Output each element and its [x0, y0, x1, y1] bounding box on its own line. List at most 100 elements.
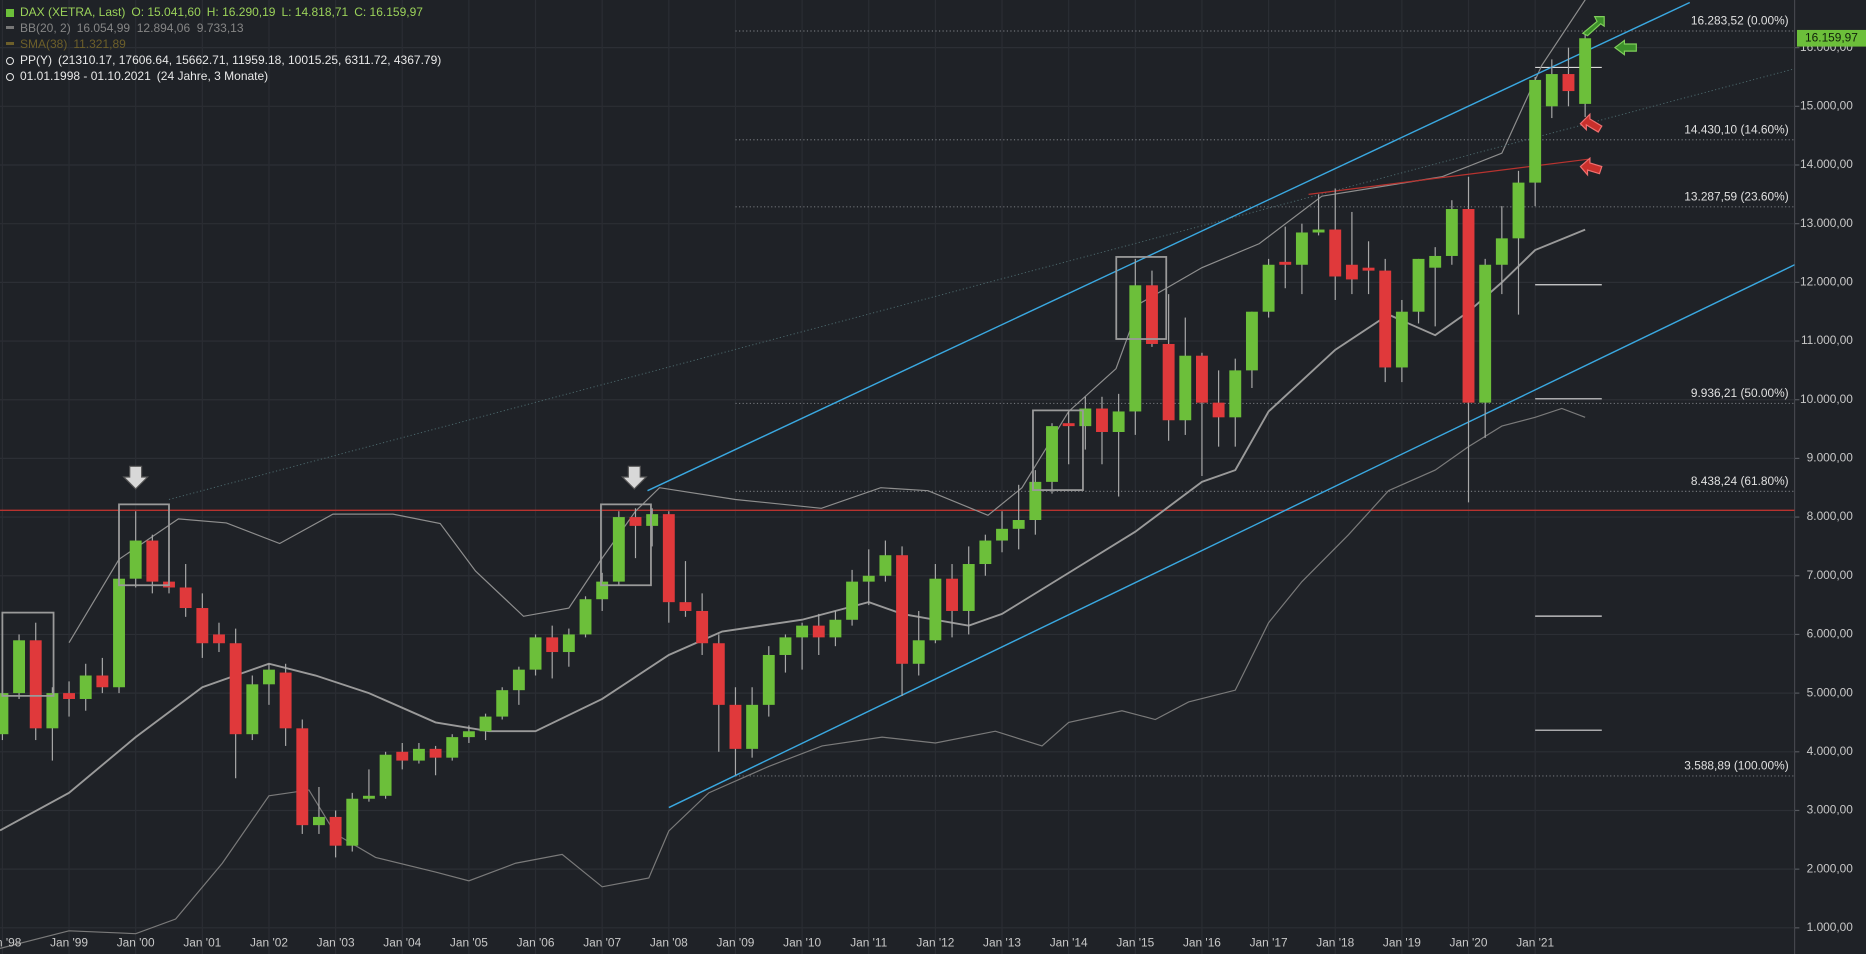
candle-body — [979, 540, 992, 565]
candle-body — [829, 619, 842, 638]
candle-body — [1029, 481, 1042, 521]
candle-body — [1245, 311, 1258, 371]
candle-body — [1146, 285, 1158, 344]
candle-body — [1479, 264, 1492, 403]
x-tick-label: Jan '99 — [50, 935, 88, 949]
candle-body — [79, 675, 92, 699]
ohlc: C: 16.159,97 — [354, 5, 423, 19]
candle-body — [762, 654, 775, 705]
candle-body — [646, 514, 659, 526]
candle-body — [296, 728, 309, 826]
duration: (24 Jahre, 3 Monate) — [156, 69, 269, 83]
candle-body — [946, 578, 958, 611]
ohlc: H: 16.290,19 — [206, 5, 276, 19]
candle-body — [0, 693, 9, 735]
indicator-values: 11.321,89 — [73, 37, 126, 51]
legend-line: SMA(38) 11.321,89 — [6, 37, 132, 51]
x-tick-label: Jan '05 — [450, 935, 488, 949]
candle-body — [412, 748, 425, 761]
y-tick-label: 2.000,00 — [1807, 861, 1854, 875]
candle-body — [1562, 74, 1575, 92]
candle-body — [929, 578, 942, 641]
x-tick-label: Jan '16 — [1183, 935, 1221, 949]
fib-label: 3.588,89 (100.00%) — [1684, 759, 1788, 773]
y-tick-label: 15.000,00 — [1800, 98, 1853, 112]
candle-body — [1512, 182, 1525, 239]
y-tick-label: 9.000,00 — [1807, 451, 1854, 465]
candle-body — [1312, 229, 1325, 233]
x-tick-label: Jan '15 — [1116, 935, 1154, 949]
candle-body — [629, 517, 642, 526]
trendline — [1308, 158, 1589, 195]
candle-body — [1545, 74, 1558, 107]
legend-icon — [6, 57, 14, 65]
legend-line: DAX (XETRA, Last) O: 15.041,60 H: 16.290,1… — [6, 5, 429, 19]
x-tick-label: Jan '04 — [383, 935, 421, 949]
candle-body — [729, 704, 742, 749]
legend-icon — [6, 26, 14, 29]
candle-body — [596, 581, 609, 600]
instrument: DAX (XETRA, Last) — [20, 5, 126, 19]
arrow-green — [1613, 39, 1637, 56]
candle-body — [1529, 79, 1542, 183]
candle-body — [462, 731, 475, 738]
legend-icon — [6, 9, 14, 17]
candle-body — [912, 640, 925, 664]
annotations — [1, 16, 1637, 697]
candle-body — [246, 684, 259, 735]
candle-body — [796, 625, 809, 638]
candle-body — [1362, 267, 1375, 271]
candle-body — [129, 540, 142, 579]
x-tick-label: Jan '18 — [1316, 935, 1354, 949]
candle-body — [1412, 258, 1425, 312]
y-tick-label: 12.000,00 — [1800, 275, 1853, 289]
candle-body — [1079, 408, 1092, 427]
candle-body — [1262, 264, 1275, 312]
candle-body — [579, 599, 592, 635]
candle-body — [546, 637, 559, 653]
candle-body — [996, 528, 1008, 541]
x-tick-label: Jan '08 — [650, 935, 688, 949]
highlight-box — [1, 611, 55, 697]
fib-label: 14.430,10 (14.60%) — [1684, 122, 1788, 136]
highlight-box — [1115, 256, 1168, 340]
x-tick-label: Jan '13 — [983, 935, 1021, 949]
candle-body — [146, 540, 159, 582]
trendline — [647, 1, 1691, 492]
x-tick-label: Jan '17 — [1250, 935, 1288, 949]
x-tick-label: Jan '07 — [583, 935, 621, 949]
candle-body — [779, 637, 792, 655]
x-tick-label: Jan '00 — [117, 935, 155, 949]
indicator-values: (21310.17, 17606.64, 15662.71, 11959.18,… — [58, 53, 442, 67]
candle-body — [13, 640, 26, 694]
arrow-red — [1579, 112, 1603, 133]
highlight-box — [1032, 409, 1084, 491]
x-tick-label: Jan '10 — [783, 935, 821, 949]
y-tick-label: 13.000,00 — [1800, 216, 1853, 230]
candle-body — [662, 514, 675, 603]
candle-body — [696, 610, 709, 644]
indicator-line — [0, 407, 1586, 949]
candle-body — [1279, 261, 1292, 265]
candle-body — [879, 555, 892, 576]
trendline — [168, 68, 1795, 500]
legend-line: PP(Y) (21310.17, 17606.64, 15662.71, 1195… — [6, 53, 447, 67]
candle-body — [846, 581, 859, 620]
y-tick-label: 3.000,00 — [1807, 803, 1854, 817]
candle-body — [63, 693, 75, 699]
candle-body — [746, 704, 759, 749]
candle-body — [1379, 270, 1392, 368]
candle-body — [1112, 411, 1125, 432]
candle-body — [1012, 520, 1025, 529]
fib-label: 8.438,24 (61.80%) — [1691, 474, 1789, 488]
legend-icon — [6, 42, 14, 45]
indicator-name: PP(Y) — [20, 53, 53, 67]
highlight-box — [600, 503, 652, 587]
x-tick-label: Jan '20 — [1450, 935, 1488, 949]
legend-line: BB(20, 2) 16.054,99 12.894,06 9.733,13 — [6, 21, 250, 35]
highlight-box — [118, 503, 170, 587]
candle-body — [312, 816, 325, 826]
candle-body — [1429, 255, 1442, 268]
candle-body — [1129, 285, 1142, 412]
candle-body — [1162, 343, 1175, 421]
